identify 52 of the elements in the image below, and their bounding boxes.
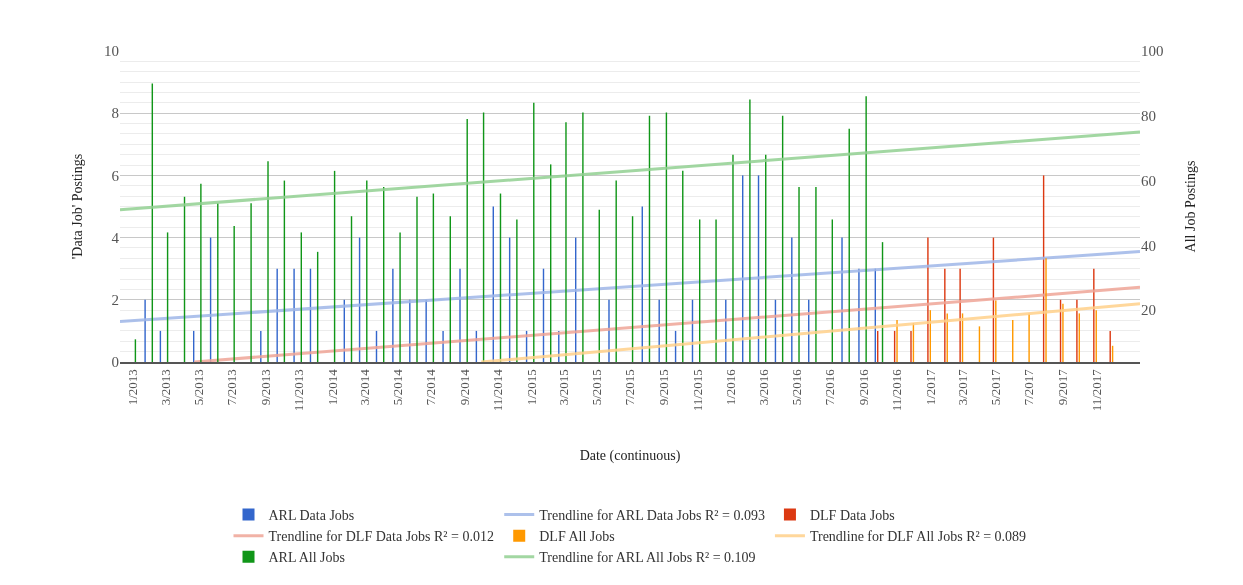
x-tick-label: 1/2014	[324, 368, 340, 406]
legend-label: Trendline for DLF All Jobs R² = 0.089	[809, 529, 1027, 545]
x-tick-label: 7/2016	[822, 368, 838, 406]
y-tick-label: 10	[104, 43, 119, 60]
x-tick-label: 9/2016	[856, 368, 872, 406]
x-tick-label: 1/2013	[125, 369, 141, 406]
x-axis-title: Date (continuous)	[579, 448, 681, 465]
x-tick-label: 3/2016	[755, 368, 771, 406]
x-tick-label: 5/2017	[988, 368, 1004, 406]
y-tick-label: 4	[111, 229, 120, 246]
x-tick-label: 11/2017	[1088, 368, 1104, 412]
x-tick-label: 7/2013	[224, 369, 240, 406]
x-tick-label: 3/2013	[157, 369, 173, 406]
y2-tick-label: 60	[1141, 172, 1156, 189]
x-tick-label: 5/2014	[390, 368, 406, 406]
legend-label: ARL All Jobs	[268, 550, 345, 566]
x-tick-label: 5/2013	[190, 369, 206, 406]
legend-label: Trendline for DLF Data Jobs R² = 0.012	[268, 529, 494, 545]
x-tick-label: 11/2014	[490, 368, 506, 412]
x-tick-label: 3/2015	[555, 369, 571, 406]
x-tick-label: 5/2015	[589, 369, 605, 406]
legend-label: Trendline for ARL Data Jobs R² = 0.093	[539, 507, 765, 523]
y-tick-label: 8	[111, 105, 119, 122]
x-tick-label: 7/2015	[622, 369, 638, 406]
x-tick-label: 3/2014	[356, 368, 372, 406]
legend-label: DLF Data Jobs	[809, 507, 895, 523]
legend-label: DLF All Jobs	[539, 529, 615, 545]
y-tick-label: 2	[111, 292, 119, 309]
x-tick-label: 5/2016	[788, 368, 804, 406]
y-tick-label: 6	[111, 167, 120, 184]
x-tick-label: 1/2017	[922, 368, 938, 406]
x-tick-label: 3/2017	[954, 368, 970, 406]
y-tick-label: 0	[111, 354, 119, 371]
y2-tick-label: 20	[1141, 302, 1156, 319]
y2-tick-label: 100	[1141, 43, 1164, 60]
x-tick-label: 7/2014	[423, 368, 439, 406]
x-tick-label: 1/2016	[722, 368, 738, 406]
y2-tick-label: 40	[1141, 237, 1156, 254]
x-tick-label: 7/2017	[1021, 368, 1037, 406]
x-tick-label: 9/2014	[457, 368, 473, 406]
y2-tick-label: 80	[1141, 108, 1156, 125]
legend-label: Trendline for ARL All Jobs R² = 0.109	[539, 550, 756, 566]
x-tick-label: 11/2013	[291, 369, 307, 412]
x-tick-label: 1/2015	[523, 369, 539, 406]
y-axis-title: 'Data Job' Postings	[69, 153, 85, 260]
x-tick-label: 11/2015	[689, 369, 705, 412]
x-tick-label: 11/2016	[889, 368, 905, 412]
y2-axis-title: All Job Postings	[1182, 160, 1198, 253]
x-tick-label: 9/2015	[656, 369, 672, 406]
legend-label: ARL Data Jobs	[268, 507, 355, 523]
x-tick-label: 9/2017	[1055, 368, 1071, 406]
x-tick-label: 9/2013	[257, 369, 273, 406]
